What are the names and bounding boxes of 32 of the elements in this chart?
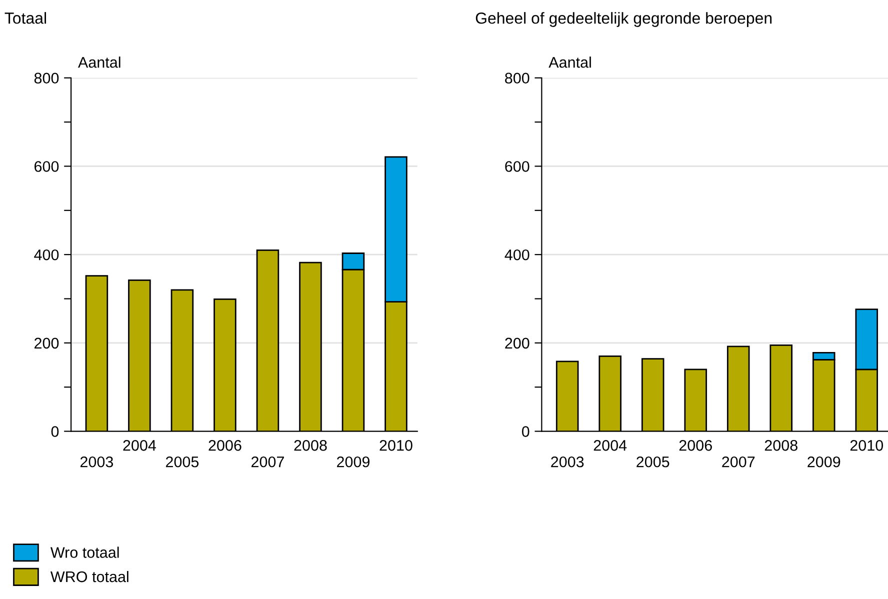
legend-label: WRO totaal: [50, 570, 128, 582]
y-tick-label: 600: [34, 161, 59, 172]
y-tick-label: 400: [34, 249, 59, 260]
x-tick-label: 2006: [679, 440, 712, 451]
x-tick-label: 2006: [208, 440, 242, 451]
x-tick-label: 2005: [166, 456, 199, 468]
chart-title: Totaal: [4, 12, 46, 24]
x-tick-label: 2003: [551, 456, 584, 468]
x-tick-label: 2008: [764, 440, 798, 451]
legend-label: Wro totaal: [50, 546, 119, 558]
x-tick-label: 2004: [123, 440, 156, 451]
y-tick-label: 200: [34, 338, 59, 349]
y-axis-title: Aantal: [78, 56, 120, 68]
x-tick-label: 2008: [294, 440, 327, 451]
x-tick-label: 2010: [380, 440, 412, 451]
x-tick-label: 2005: [636, 456, 670, 468]
x-tick-label: 2003: [80, 456, 114, 468]
y-tick-label: 0: [522, 426, 530, 437]
y-tick-label: 400: [504, 249, 530, 260]
x-tick-label: 2010: [850, 440, 884, 451]
x-tick-label: 2009: [337, 456, 370, 468]
chart-title: Geheel of gedeeltelijk gegronde beroepen: [476, 12, 772, 27]
y-tick-label: 0: [51, 426, 59, 437]
x-tick-label: 2007: [251, 456, 284, 468]
y-tick-label: 600: [505, 161, 530, 172]
y-axis-title: Aantal: [548, 56, 591, 68]
x-tick-label: 2004: [594, 440, 627, 451]
y-tick-label: 800: [505, 72, 530, 84]
y-tick-label: 800: [34, 72, 59, 84]
y-tick-label: 200: [505, 338, 530, 349]
x-tick-label: 2009: [808, 456, 840, 468]
x-tick-label: 2007: [722, 456, 755, 468]
